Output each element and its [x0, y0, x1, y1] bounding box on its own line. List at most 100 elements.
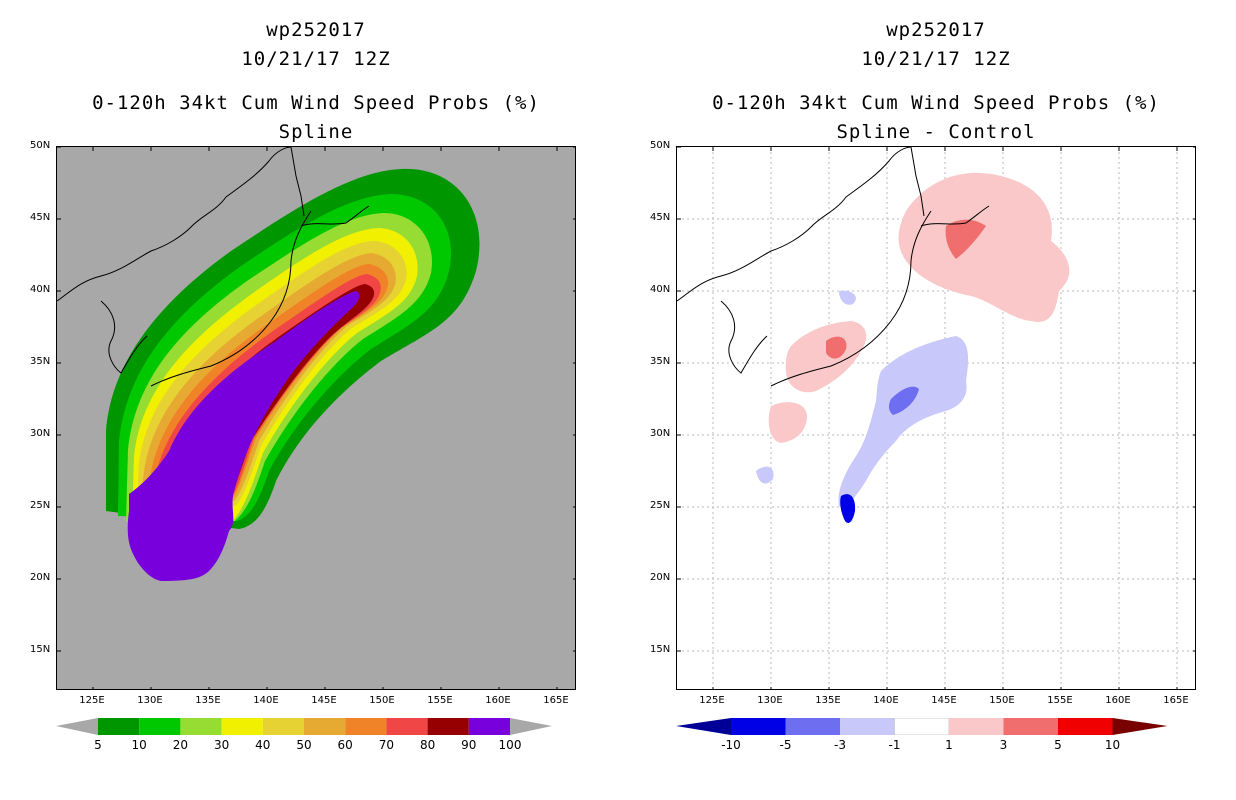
negative-anomaly-small: [839, 290, 856, 305]
lat-label-20N: 20N: [650, 572, 671, 583]
left-title-method: Spline: [278, 121, 354, 143]
colorbar-left-swatch: [345, 718, 387, 735]
colorbar-left-swatch: [468, 718, 510, 735]
colorbar-right-swatch: [1058, 718, 1113, 735]
lon-label-125E: 125E: [79, 695, 105, 706]
swath-band-90-100: [127, 291, 360, 581]
right-title-storm-id: wp252017: [886, 19, 986, 41]
right-coastline-sakhalin: [910, 147, 925, 217]
positive-anomaly-north-core: [945, 219, 986, 259]
lon-label-140E: 140E: [873, 695, 899, 706]
colorbar-left-swatch: [304, 718, 346, 735]
colorbar-right-swatch: [731, 718, 786, 735]
right-coastline-korea: [720, 300, 768, 374]
right-difference-map: [676, 146, 1196, 690]
colorbar-left-label: 5: [94, 738, 102, 752]
right-coastline-asia: [677, 147, 912, 302]
lon-label-160E: 160E: [1105, 695, 1131, 706]
lat-label-40N: 40N: [650, 284, 671, 295]
lat-label-35N: 35N: [30, 356, 51, 367]
positive-anomaly-japan-core: [826, 336, 847, 359]
lon-label-150E: 150E: [369, 695, 395, 706]
colorbar-left-swatch: [427, 718, 469, 735]
lat-label-35N: 35N: [650, 356, 671, 367]
coastline-sakhalin: [290, 147, 305, 217]
lat-label-40N: 40N: [30, 284, 51, 295]
lon-label-155E: 155E: [1047, 695, 1073, 706]
right-graticule: [677, 147, 1195, 689]
right-title-product: 0-120h 34kt Cum Wind Speed Probs (%): [712, 92, 1160, 114]
lon-label-145E: 145E: [931, 695, 957, 706]
lon-label-135E: 135E: [195, 695, 221, 706]
lon-label-130E: 130E: [137, 695, 163, 706]
colorbar-left-label: 100: [498, 738, 522, 752]
lon-label-150E: 150E: [989, 695, 1015, 706]
colorbar-left-swatch: [180, 718, 222, 735]
colorbar-left-label: 30: [213, 738, 230, 752]
colorbar-left-label: 70: [378, 738, 395, 752]
colorbar-left-swatch: [221, 718, 263, 735]
lon-label-130E: 130E: [757, 695, 783, 706]
lon-label-160E: 160E: [485, 695, 511, 706]
lat-label-45N: 45N: [650, 212, 671, 223]
coastline-hokkaido: [300, 205, 370, 227]
lat-label-15N: 15N: [30, 644, 51, 655]
difference-contours: [756, 172, 1070, 523]
colorbar-left-label: 80: [419, 738, 436, 752]
colorbar-right-swatch: [785, 718, 840, 735]
probability-swath: [106, 168, 480, 581]
colorbar-right-swatch: [949, 718, 1004, 735]
colorbar-left-label: 20: [172, 738, 189, 752]
right-title-method: Spline - Control: [836, 121, 1036, 143]
colorbar-right-label: 5: [1054, 738, 1062, 752]
colorbar-right-label: -3: [834, 738, 846, 752]
colorbar-right-swatch: [1003, 718, 1058, 735]
lat-label-25N: 25N: [650, 500, 671, 511]
lon-label-140E: 140E: [253, 695, 279, 706]
colorbar-right-label: -1: [888, 738, 901, 752]
left-graticule: [57, 147, 575, 689]
colorbar-right-label: -10: [721, 738, 741, 752]
left-colorbar: [56, 718, 552, 735]
lat-label-30N: 30N: [30, 428, 51, 439]
negative-anomaly-southwest: [756, 466, 774, 484]
coastline-japan-honshu: [150, 210, 312, 387]
positive-anomaly-japan: [785, 321, 867, 393]
left-title-product: 0-120h 34kt Cum Wind Speed Probs (%): [92, 92, 540, 114]
lon-label-145E: 145E: [311, 695, 337, 706]
left-probability-map: [56, 146, 576, 690]
lon-label-155E: 155E: [427, 695, 453, 706]
colorbar-left-label: 50: [296, 738, 312, 752]
positive-anomaly-north: [898, 172, 1070, 322]
lat-label-45N: 45N: [30, 212, 51, 223]
lat-label-50N: 50N: [30, 140, 51, 151]
lat-label-15N: 15N: [650, 644, 671, 655]
colorbar-left-swatch: [262, 718, 304, 735]
colorbar-right-underflow-triangle: [676, 718, 731, 735]
lat-label-20N: 20N: [30, 572, 51, 583]
colorbar-left-label: 90: [461, 738, 477, 752]
right-coastline-japan-honshu: [770, 210, 932, 387]
colorbar-right-overflow-triangle: [1112, 718, 1168, 735]
lon-label-165E: 165E: [543, 695, 569, 706]
right-colorbar: [676, 718, 1168, 735]
colorbar-left-overflow-triangle: [510, 718, 552, 735]
left-title-storm-id: wp252017: [266, 19, 366, 41]
colorbar-right-label: 10: [1104, 738, 1121, 752]
lon-label-165E: 165E: [1163, 695, 1189, 706]
positive-anomaly-south: [768, 402, 807, 443]
colorbar-left-swatch: [139, 718, 181, 735]
right-title-datetime: 10/21/17 12Z: [861, 48, 1011, 70]
colorbar-left-label: 40: [255, 738, 271, 752]
colorbar-left-label: 60: [337, 738, 353, 752]
lon-label-135E: 135E: [815, 695, 841, 706]
lat-label-50N: 50N: [650, 140, 671, 151]
coastlines: [57, 147, 370, 387]
colorbar-right-label: -5: [779, 738, 792, 752]
lon-label-125E: 125E: [699, 695, 725, 706]
left-title-datetime: 10/21/17 12Z: [241, 48, 391, 70]
lat-label-30N: 30N: [650, 428, 671, 439]
coastline-asia: [57, 147, 292, 302]
colorbar-right-label: 1: [945, 738, 953, 752]
colorbar-right-swatch: [840, 718, 895, 735]
